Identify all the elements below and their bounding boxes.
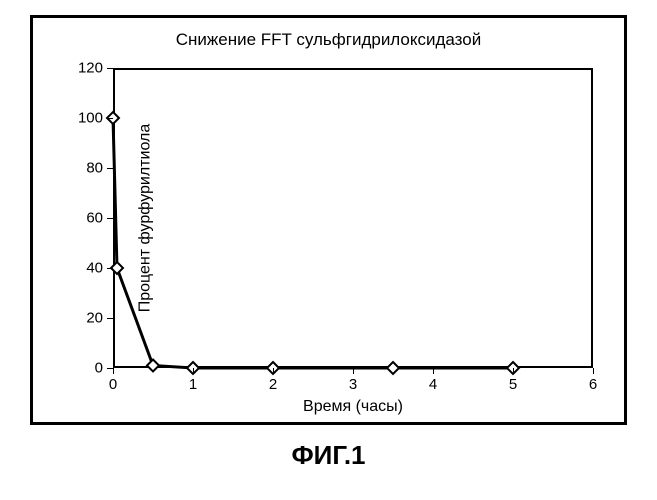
chart-frame: Снижение FFT сульфгидрилоксидазой Процен… [30,15,627,425]
xtick-label: 3 [349,376,357,393]
xtick-mark [513,368,514,374]
ytick-label: 80 [86,160,103,177]
series-line [113,118,513,368]
data-marker [147,360,159,372]
x-axis-label: Время (часы) [303,398,403,416]
ytick-mark [107,218,113,219]
xtick-mark [353,368,354,374]
figure-label: ФИГ.1 [0,440,657,471]
ytick-mark [107,118,113,119]
ytick-mark [107,68,113,69]
xtick-label: 6 [589,376,597,393]
ytick-label: 40 [86,260,103,277]
chart-svg [113,68,593,368]
chart-title: Снижение FFT сульфгидрилоксидазой [33,18,624,56]
xtick-label: 5 [509,376,517,393]
ytick-mark [107,168,113,169]
ytick-label: 0 [95,360,103,377]
xtick-mark [273,368,274,374]
xtick-mark [193,368,194,374]
xtick-label: 4 [429,376,437,393]
ytick-label: 60 [86,210,103,227]
ytick-mark [107,268,113,269]
ytick-mark [107,318,113,319]
xtick-label: 1 [189,376,197,393]
xtick-label: 0 [109,376,117,393]
xtick-label: 2 [269,376,277,393]
xtick-mark [593,368,594,374]
ytick-label: 20 [86,310,103,327]
chart-area: Процент фурфурилтиола Время (часы) 02040… [113,68,593,368]
data-marker [387,362,399,374]
xtick-mark [433,368,434,374]
xtick-mark [113,368,114,374]
ytick-label: 120 [78,60,103,77]
ytick-label: 100 [78,110,103,127]
